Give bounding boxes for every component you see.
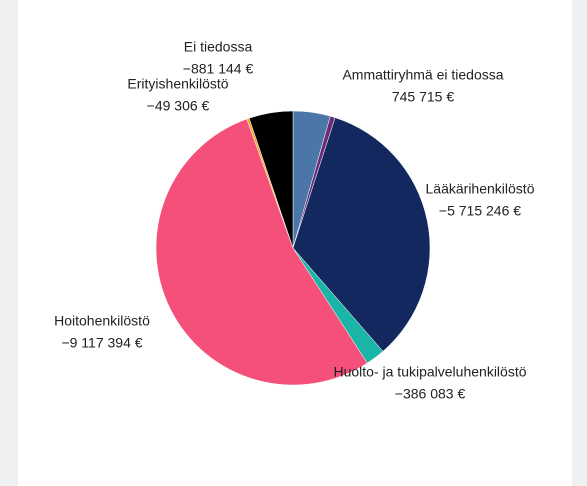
slice-label: Ei tiedossa xyxy=(184,39,253,55)
slice-label: Huolto- ja tukipalveluhenkilöstö xyxy=(334,364,527,380)
slice-label: Lääkärihenkilöstö xyxy=(426,181,535,197)
slice-label: Ammattiryhmä ei tiedossa xyxy=(342,67,503,83)
slice-value-label: −49 306 € xyxy=(147,98,210,114)
slice-value-label: −386 083 € xyxy=(395,386,466,402)
slice-value-label: −5 715 246 € xyxy=(439,203,521,219)
pie-slice xyxy=(292,117,431,352)
pie-slice xyxy=(248,110,294,249)
slice-value-label: −881 144 € xyxy=(183,61,254,77)
slice-value-label: 745 715 € xyxy=(392,89,454,105)
slice-value-label: −9 117 394 € xyxy=(61,335,142,351)
slice-label: Erityishenkilöstö xyxy=(127,76,228,92)
slice-label: Hoitohenkilöstö xyxy=(54,313,150,329)
pie-slice xyxy=(155,118,368,386)
